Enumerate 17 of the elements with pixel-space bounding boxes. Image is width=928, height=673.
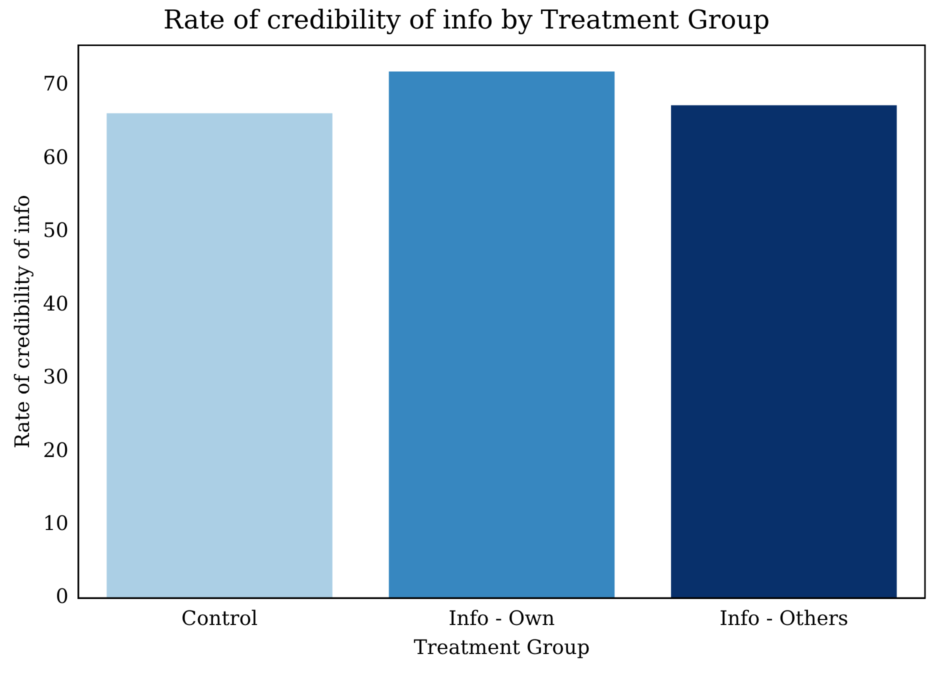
bar [671, 105, 897, 598]
x-axis-title: Treatment Group [414, 635, 590, 660]
y-tick-label: 40 [42, 291, 68, 316]
x-tick-label: Info - Others [720, 606, 848, 630]
y-tick-label: 50 [42, 218, 68, 242]
y-tick-label: 0 [56, 584, 68, 608]
y-axis-title: Rate of credibility of info [10, 194, 34, 448]
chart-title: Rate of credibility of info by Treatment Group [163, 5, 770, 36]
y-tick-label: 30 [42, 364, 68, 389]
bar [388, 72, 615, 598]
x-tick-label: Control [181, 606, 258, 630]
y-tick-label: 60 [42, 144, 68, 169]
y-tick-label: 20 [42, 438, 68, 462]
y-tick-label: 10 [42, 510, 68, 535]
x-tick-label: Info - Own [448, 606, 555, 630]
bar [106, 113, 332, 598]
y-tick-label: 70 [42, 72, 68, 96]
